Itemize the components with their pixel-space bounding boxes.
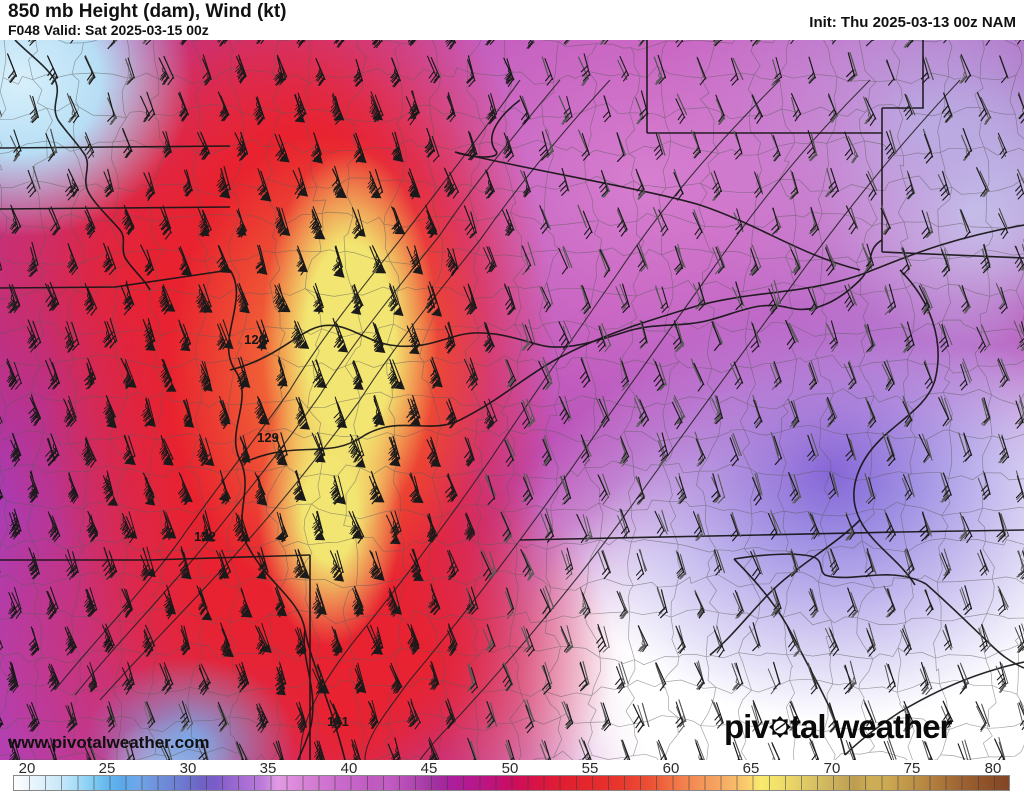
svg-text:piv: piv	[724, 708, 770, 745]
svg-text:tal weather: tal weather	[790, 708, 953, 745]
svg-text:132: 132	[194, 529, 216, 544]
